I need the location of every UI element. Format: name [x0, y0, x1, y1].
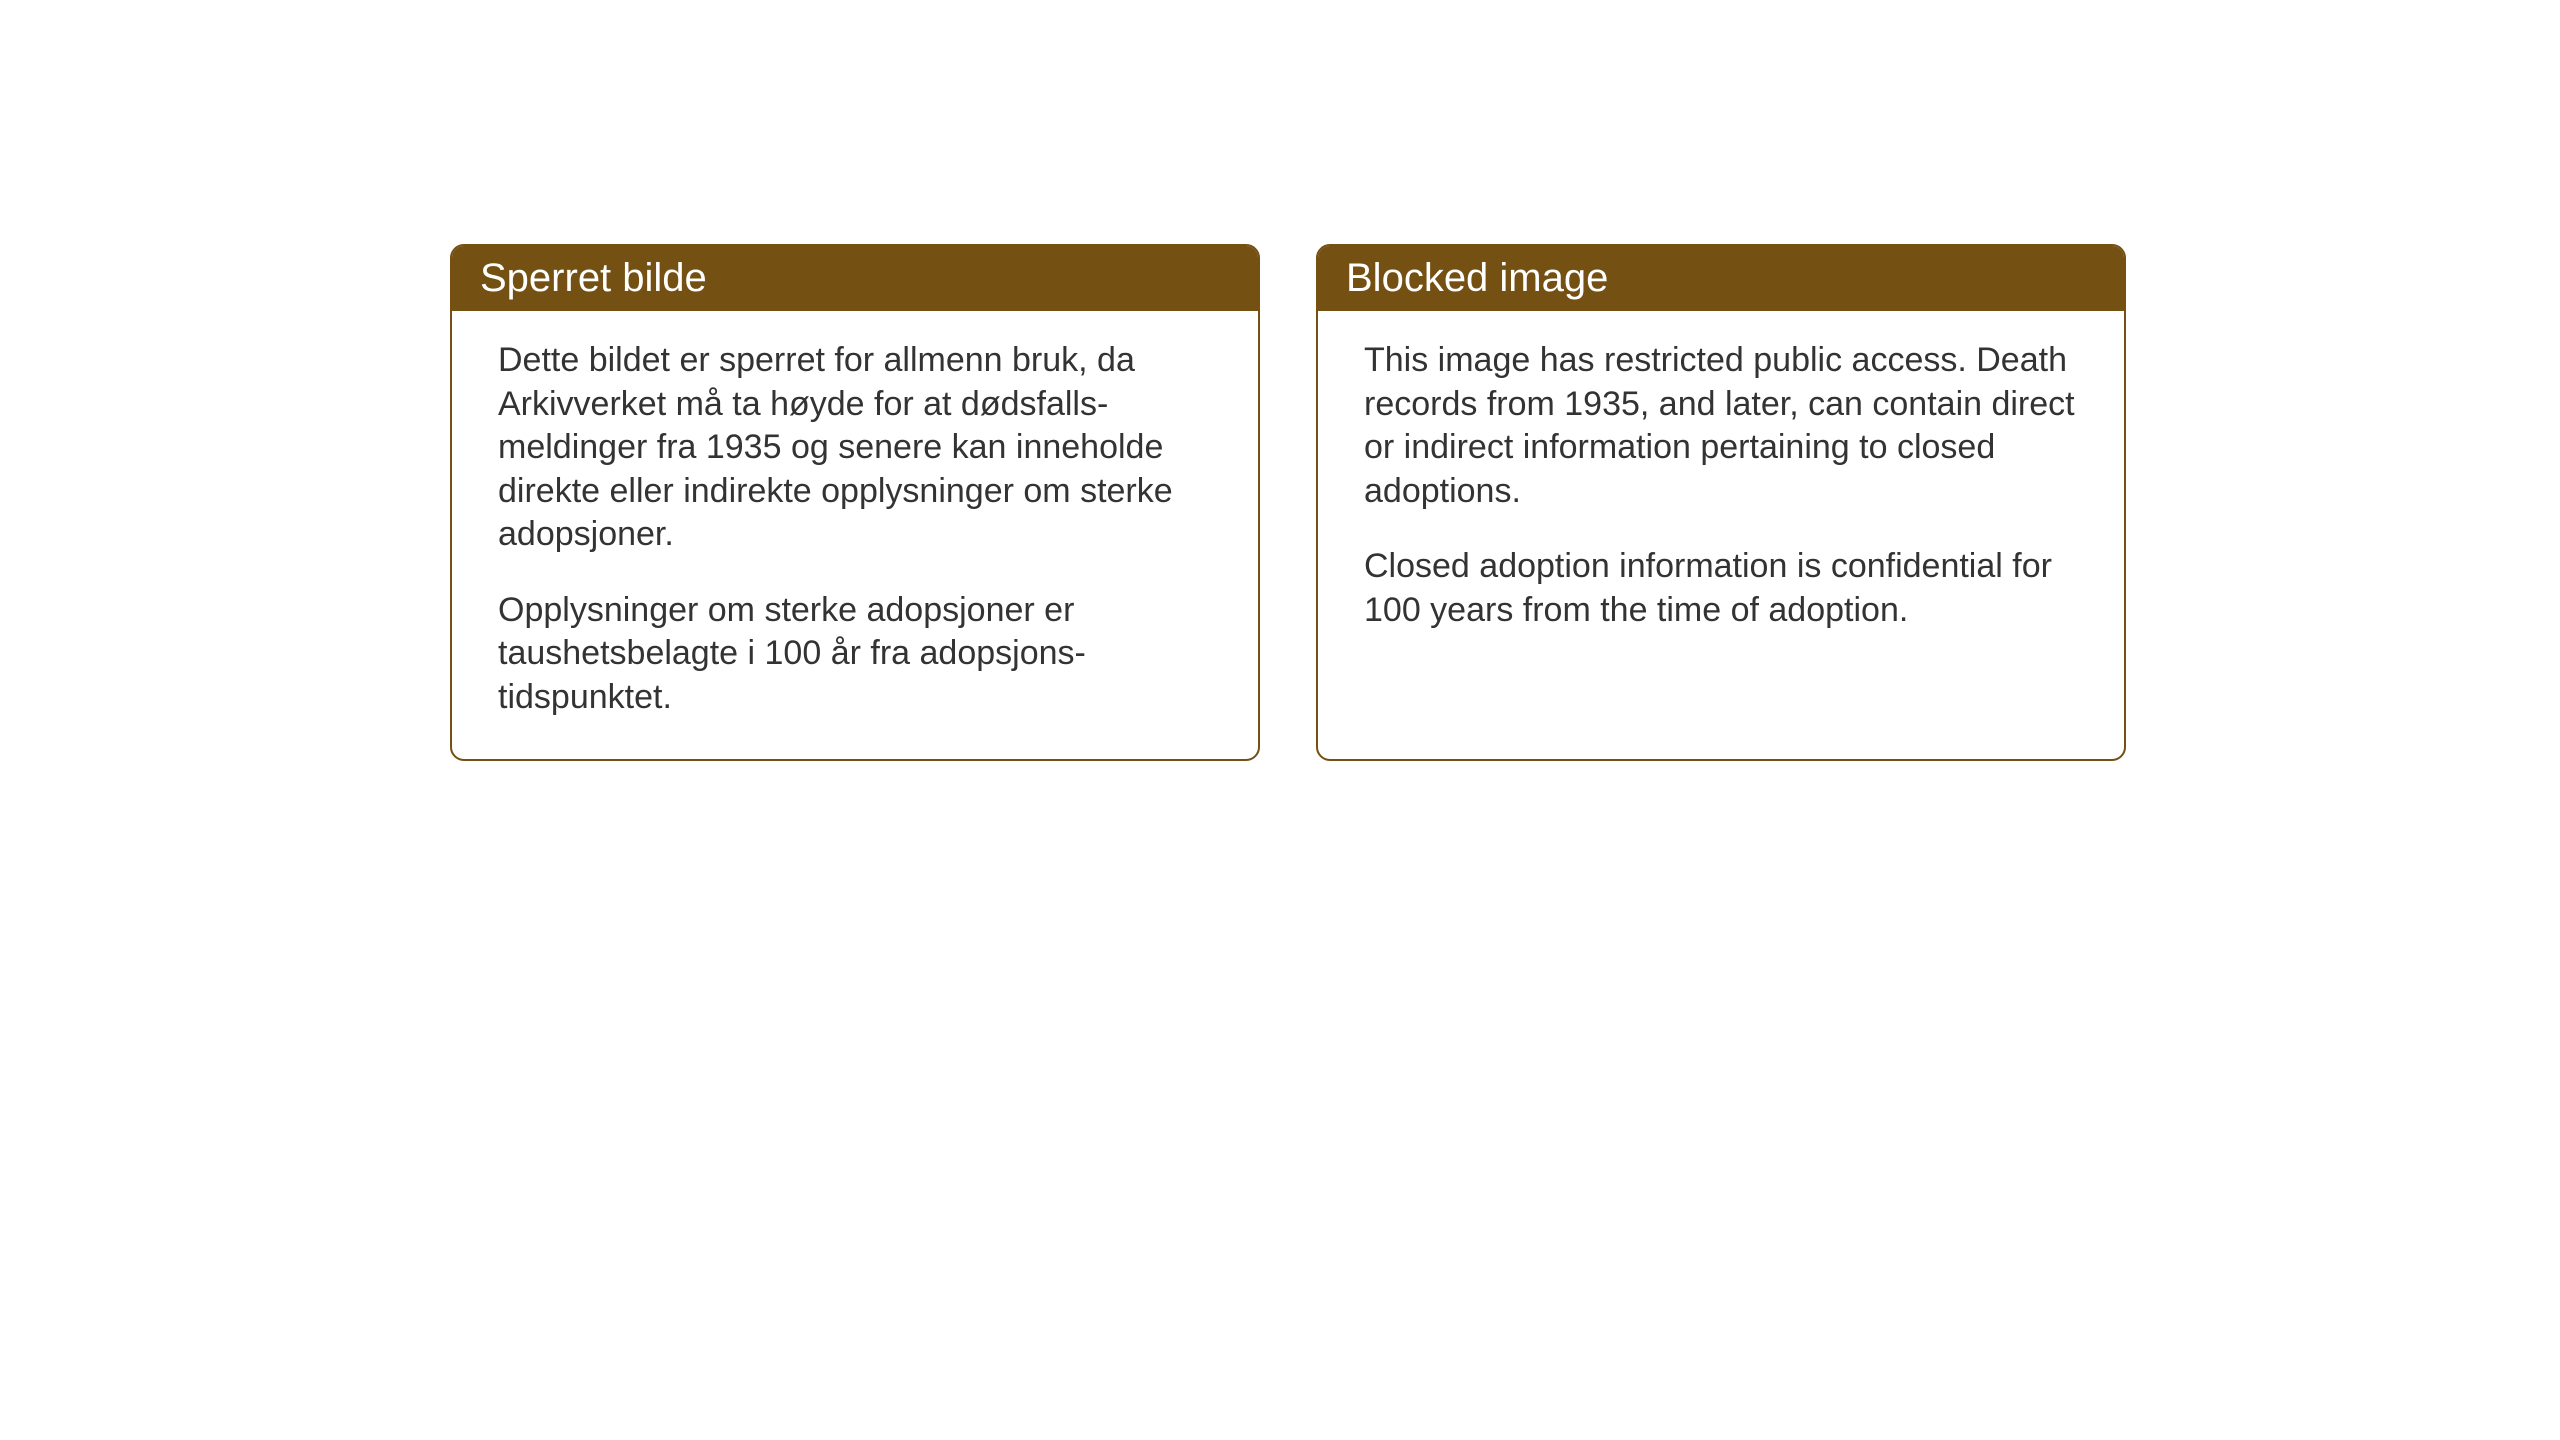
english-paragraph-1: This image has restricted public access.… — [1364, 339, 2078, 513]
english-notice-card: Blocked image This image has restricted … — [1316, 244, 2126, 761]
english-paragraph-2: Closed adoption information is confident… — [1364, 545, 2078, 632]
notice-container: Sperret bilde Dette bildet er sperret fo… — [450, 244, 2126, 761]
norwegian-paragraph-1: Dette bildet er sperret for allmenn bruk… — [498, 339, 1212, 557]
english-card-title: Blocked image — [1318, 246, 2124, 311]
norwegian-paragraph-2: Opplysninger om sterke adopsjoner er tau… — [498, 589, 1212, 720]
norwegian-card-title: Sperret bilde — [452, 246, 1258, 311]
norwegian-notice-card: Sperret bilde Dette bildet er sperret fo… — [450, 244, 1260, 761]
english-card-body: This image has restricted public access.… — [1318, 311, 2124, 672]
norwegian-card-body: Dette bildet er sperret for allmenn bruk… — [452, 311, 1258, 759]
